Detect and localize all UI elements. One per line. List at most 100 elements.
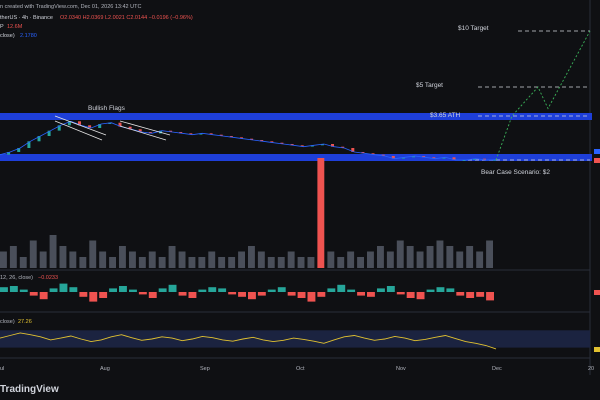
volume-bar	[178, 251, 186, 268]
macd-label: 12, 26, close)	[0, 275, 33, 281]
price-candle	[260, 140, 264, 142]
volume-bar	[476, 251, 484, 268]
price-candle	[371, 153, 375, 155]
macd-bar	[377, 288, 385, 292]
macd-bar	[277, 287, 286, 292]
macd-bar	[138, 292, 147, 295]
support-band	[0, 154, 592, 161]
price-candle	[67, 121, 71, 126]
macd-bar	[456, 292, 465, 296]
macd-bar	[89, 292, 98, 302]
volume-bar	[29, 240, 37, 268]
price-candle	[381, 154, 385, 156]
bear-case-label: Bear Case Scenario: $2	[481, 169, 550, 176]
price-candle	[432, 157, 436, 159]
bullish-flags-label: Bullish Flags	[88, 105, 126, 112]
macd-bar	[99, 292, 108, 298]
volume-bar	[59, 246, 67, 268]
price-candle	[351, 148, 355, 152]
price-candle	[493, 159, 496, 161]
price-candle	[300, 145, 304, 147]
volume-bar	[158, 257, 166, 268]
x-tick-label: 20	[588, 366, 594, 372]
macd-bar	[436, 287, 445, 292]
price-candle	[148, 132, 152, 134]
rsi-line	[0, 332, 497, 350]
macd-bar	[307, 292, 316, 302]
volume-bar	[9, 246, 17, 268]
header-ohlc: O2.0340 H2.0369 L2.0021 C2.0144 −0.0196 …	[60, 15, 193, 21]
price-candle	[462, 160, 466, 161]
price-candle	[280, 142, 284, 144]
volume-bar	[436, 240, 444, 268]
macd-bar	[347, 289, 356, 292]
volume-bar	[208, 251, 216, 268]
volume-bar	[267, 257, 275, 268]
bullish-flag-top-2	[119, 120, 171, 136]
price-ma-line	[0, 120, 497, 161]
volume-bar	[456, 251, 464, 268]
volume-bar	[39, 251, 47, 268]
macd-bar	[49, 288, 58, 292]
volume-bar	[486, 240, 493, 268]
macd-bar	[228, 292, 237, 295]
x-tick-label: ul	[0, 366, 4, 372]
volume-bar	[357, 257, 364, 268]
rsi-axis-marker	[594, 347, 600, 352]
volume-bar	[307, 257, 315, 268]
price-candle	[7, 152, 11, 155]
volume-bar	[446, 246, 454, 268]
macd-bar	[198, 289, 207, 292]
macd-bar	[287, 292, 296, 296]
price-candle	[472, 158, 476, 160]
macd-bar	[238, 292, 246, 297]
x-tick-label: Sep	[200, 366, 210, 372]
price-candle	[331, 144, 334, 147]
price-candle	[199, 133, 203, 135]
volume-bar	[466, 246, 474, 268]
bullish-flag-bottom-2	[119, 125, 167, 141]
volume-bar	[79, 257, 87, 268]
volume-bar	[277, 257, 285, 268]
macd-bar	[297, 292, 306, 298]
volume-bar	[287, 251, 295, 268]
macd-bar	[248, 292, 256, 300]
macd-bar	[178, 292, 187, 296]
indicator1-value: 12.6M	[7, 24, 23, 30]
volume-bar	[19, 257, 27, 268]
macd-bar	[446, 288, 455, 292]
macd-bar	[406, 292, 415, 298]
macd-bar	[129, 289, 137, 292]
price-candle	[452, 157, 456, 160]
price-candle	[108, 122, 112, 124]
volume-bar	[367, 251, 374, 268]
volume-bar	[0, 251, 7, 268]
macd-axis-marker	[594, 290, 600, 295]
volume-bar	[426, 246, 434, 268]
rsi-value: 27.26	[18, 319, 32, 325]
bullish-flag-top-1	[54, 115, 107, 136]
target-5-label: $5 Target	[416, 82, 443, 89]
price-candle	[320, 144, 324, 146]
macd-bar	[267, 289, 276, 292]
price-candle	[98, 124, 102, 128]
ath-resistance-band	[0, 113, 592, 120]
rsi-label: close)	[0, 319, 15, 325]
macd-bar	[119, 286, 127, 292]
indicator1-label: P	[0, 24, 4, 30]
macd-bar	[19, 289, 28, 292]
price-candle	[179, 132, 183, 134]
volume-bar	[218, 257, 226, 268]
price-candle	[310, 145, 314, 147]
volume-bar	[327, 251, 335, 268]
macd-bar	[208, 287, 217, 292]
macd-bar	[158, 288, 167, 292]
volume-bar	[257, 251, 265, 268]
volume-bar	[317, 158, 325, 268]
price-candle	[128, 126, 132, 130]
volume-bar	[119, 246, 126, 268]
volume-bar	[89, 240, 97, 268]
price-candle	[78, 121, 81, 126]
macd-bar	[317, 292, 326, 297]
